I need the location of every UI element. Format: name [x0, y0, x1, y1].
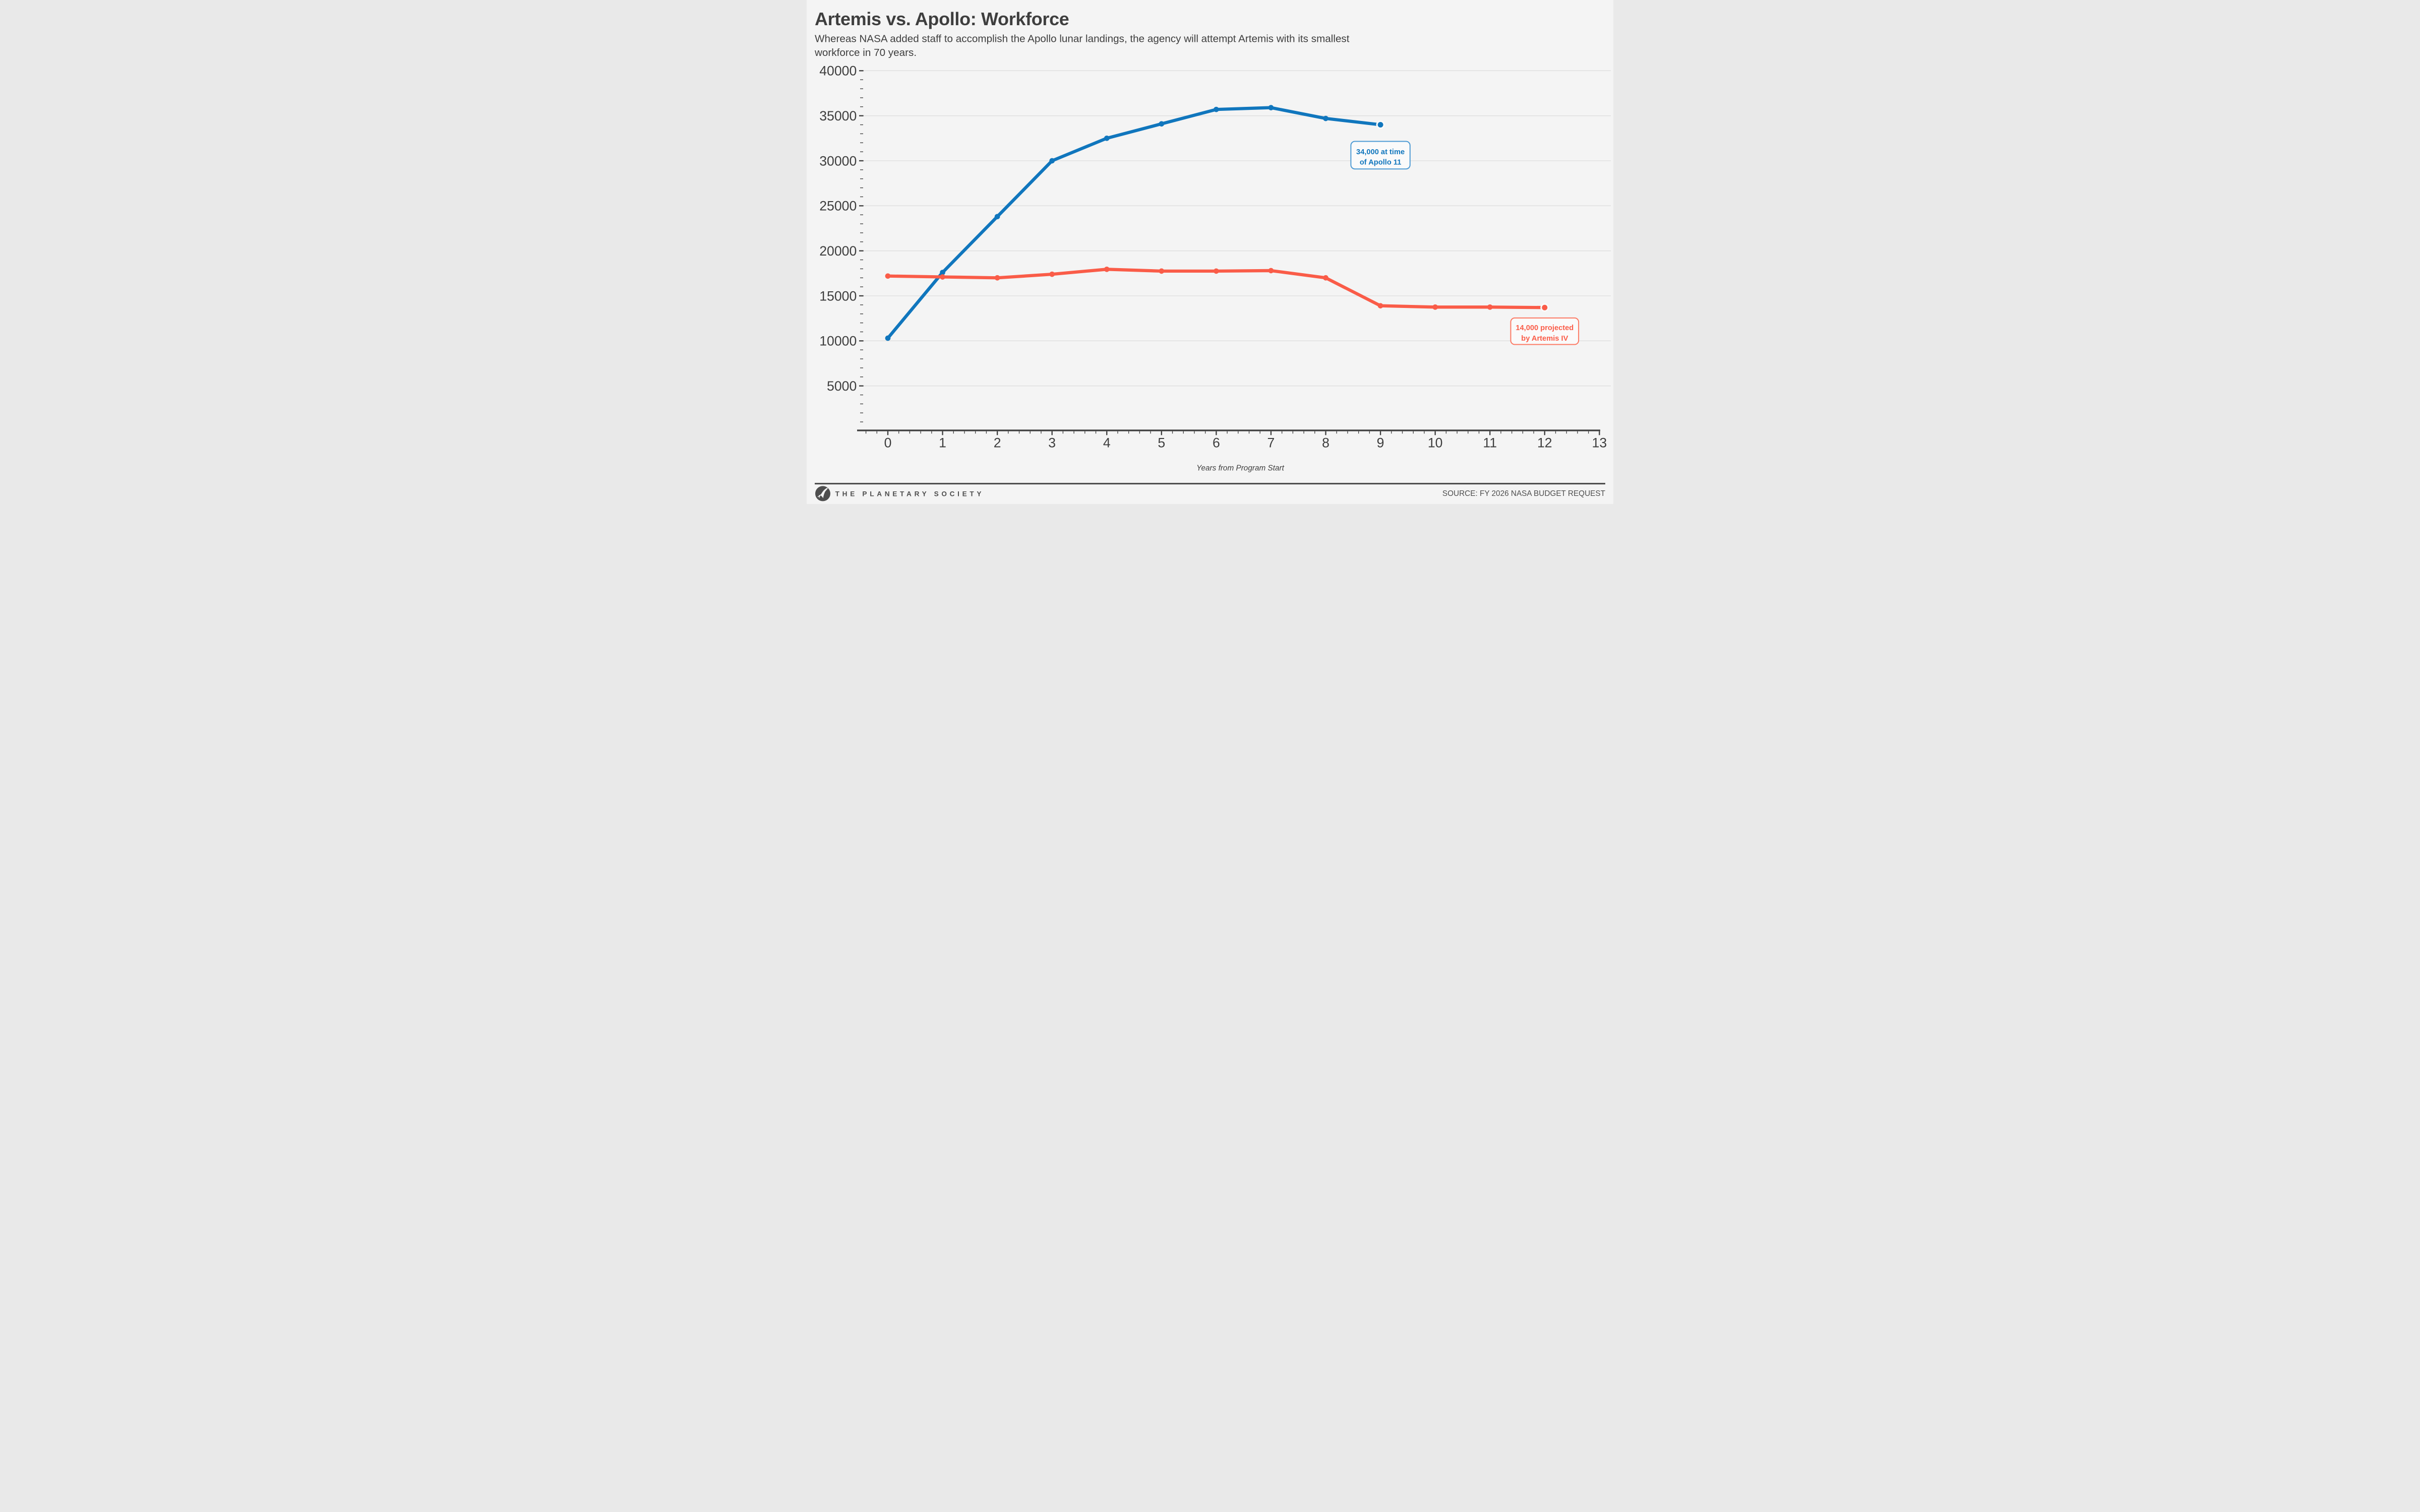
footer-source: SOURCE: FY 2026 NASA BUDGET REQUEST — [1442, 489, 1606, 498]
apollo-annotation-box — [1350, 141, 1411, 170]
data-point — [994, 214, 1000, 220]
series-line-1 — [886, 268, 1546, 309]
data-point — [1268, 268, 1274, 274]
y-tick-label: 40000 — [819, 64, 857, 79]
end-data-point — [1540, 303, 1549, 312]
x-tick-label: 9 — [1377, 435, 1384, 450]
apollo-annotation: 34,000 at time of Apollo 11 — [1350, 141, 1411, 170]
y-tick-label: 35000 — [819, 108, 857, 123]
page-title: Artemis vs. Apollo: Workforce — [815, 9, 1069, 29]
artemis-annotation-box — [1510, 317, 1580, 345]
artemis-annotation: 14,000 projected by Artemis IV — [1510, 317, 1580, 345]
data-point — [940, 274, 945, 280]
data-point — [1323, 115, 1328, 121]
data-point — [1432, 304, 1438, 310]
y-tick-label: 10000 — [819, 334, 857, 349]
x-tick-label: 13 — [1592, 435, 1607, 450]
data-point — [885, 335, 891, 341]
workforce-line-chart: Artemis vs. Apollo: Workforce Whereas NA… — [814, 9, 1611, 501]
data-point — [1159, 268, 1165, 274]
data-point — [1214, 268, 1219, 274]
data-point — [940, 270, 945, 275]
y-tick-label: 20000 — [819, 243, 857, 259]
data-point — [1104, 136, 1110, 141]
footer: THE PLANETARY SOCIETY SOURCE: FY 2026 NA… — [815, 483, 1606, 501]
x-tick-label: 10 — [1428, 435, 1443, 450]
artemis-annotation-line1: 14,000 projected — [1516, 324, 1574, 332]
data-point — [1049, 158, 1055, 164]
header: Artemis vs. Apollo: Workforce Whereas NA… — [814, 9, 1350, 58]
y-tick-label: 30000 — [819, 153, 857, 168]
chart-subtitle-line1: Whereas NASA added staff to accomplish t… — [815, 33, 1350, 44]
x-axis-title: Years from Program Start — [1196, 464, 1285, 472]
x-tick-label: 5 — [1158, 435, 1165, 450]
x-tick-label: 8 — [1322, 435, 1329, 450]
data-point — [994, 275, 1000, 281]
data-point — [1159, 121, 1165, 127]
data-point — [1487, 304, 1493, 310]
data-point — [1214, 106, 1219, 112]
x-tick-label: 0 — [884, 435, 892, 450]
data-point — [1377, 303, 1383, 308]
data-point — [1104, 266, 1110, 272]
x-tick-label: 7 — [1267, 435, 1275, 450]
data-point — [1323, 275, 1328, 281]
artemis-annotation-line2: by Artemis IV — [1521, 335, 1568, 343]
footer-brand: THE PLANETARY SOCIETY — [835, 490, 985, 498]
y-tick-label: 25000 — [819, 199, 857, 214]
x-tick-label: 1 — [939, 435, 946, 450]
x-tick-label: 12 — [1537, 435, 1552, 450]
series-line-0 — [886, 106, 1382, 340]
chart-subtitle-line2: workforce in 70 years. — [814, 47, 917, 58]
y-tick-label: 15000 — [819, 288, 857, 303]
planetary-society-logo-icon — [815, 486, 830, 501]
x-tick-label: 2 — [994, 435, 1001, 450]
apollo-annotation-line1: 34,000 at time — [1356, 148, 1405, 156]
x-tick-label: 6 — [1213, 435, 1220, 450]
x-tick-label: 4 — [1103, 435, 1111, 450]
x-tick-label: 11 — [1483, 435, 1497, 450]
plot-area: 5000 10000 15000 20000 25000 30000 35000 40000 0… — [819, 64, 1611, 450]
chart-canvas: Artemis vs. Apollo: Workforce Whereas NA… — [807, 0, 1613, 504]
data-point — [1268, 105, 1274, 110]
data-point — [1049, 271, 1055, 277]
apollo-annotation-line2: of Apollo 11 — [1360, 159, 1402, 167]
y-tick-label: 5000 — [827, 379, 857, 394]
data-point — [885, 273, 891, 279]
end-data-point — [1376, 120, 1385, 130]
x-tick-label: 3 — [1048, 435, 1056, 450]
